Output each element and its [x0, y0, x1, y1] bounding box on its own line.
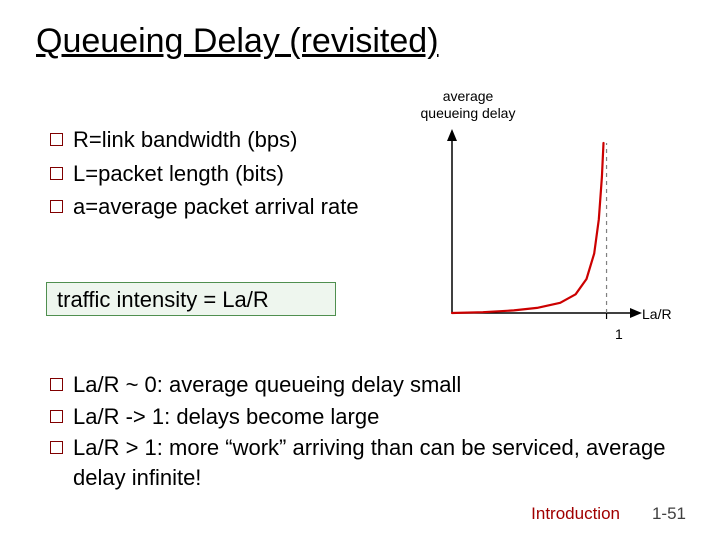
- bullet-icon: [50, 410, 63, 423]
- observation-text: La/R -> 1: delays become large: [73, 402, 379, 432]
- bullet-icon: [50, 133, 63, 146]
- list-item: L=packet length (bits): [50, 159, 360, 189]
- traffic-intensity-box: traffic intensity = La/R: [46, 282, 336, 316]
- bullet-icon: [50, 200, 63, 213]
- traffic-intensity-text: traffic intensity = La/R: [57, 287, 269, 312]
- list-item: La/R ~ 0: average queueing delay small: [50, 370, 670, 400]
- definitions-list: R=link bandwidth (bps) L=packet length (…: [50, 125, 360, 226]
- definition-text: R=link bandwidth (bps): [73, 125, 297, 155]
- list-item: La/R -> 1: delays become large: [50, 402, 670, 432]
- chart-x-tick-1: 1: [615, 326, 623, 342]
- definition-text: a=average packet arrival rate: [73, 192, 359, 222]
- list-item: La/R > 1: more “work” arriving than can …: [50, 433, 670, 492]
- bullet-icon: [50, 378, 63, 391]
- footer-page: 1-51: [652, 504, 686, 524]
- bullet-icon: [50, 167, 63, 180]
- slide-title: Queueing Delay (revisited): [36, 22, 439, 61]
- list-item: R=link bandwidth (bps): [50, 125, 360, 155]
- observations-list: La/R ~ 0: average queueing delay small L…: [50, 370, 670, 495]
- footer-section: Introduction: [531, 504, 620, 524]
- queueing-delay-chart: average queueing delay La/R 1: [392, 88, 692, 343]
- definition-text: L=packet length (bits): [73, 159, 284, 189]
- slide: Queueing Delay (revisited) R=link bandwi…: [0, 0, 720, 540]
- observation-text: La/R > 1: more “work” arriving than can …: [73, 433, 670, 492]
- chart-x-label: La/R: [642, 306, 672, 322]
- observation-text: La/R ~ 0: average queueing delay small: [73, 370, 461, 400]
- bullet-icon: [50, 441, 63, 454]
- chart-svg: [392, 88, 692, 343]
- list-item: a=average packet arrival rate: [50, 192, 360, 222]
